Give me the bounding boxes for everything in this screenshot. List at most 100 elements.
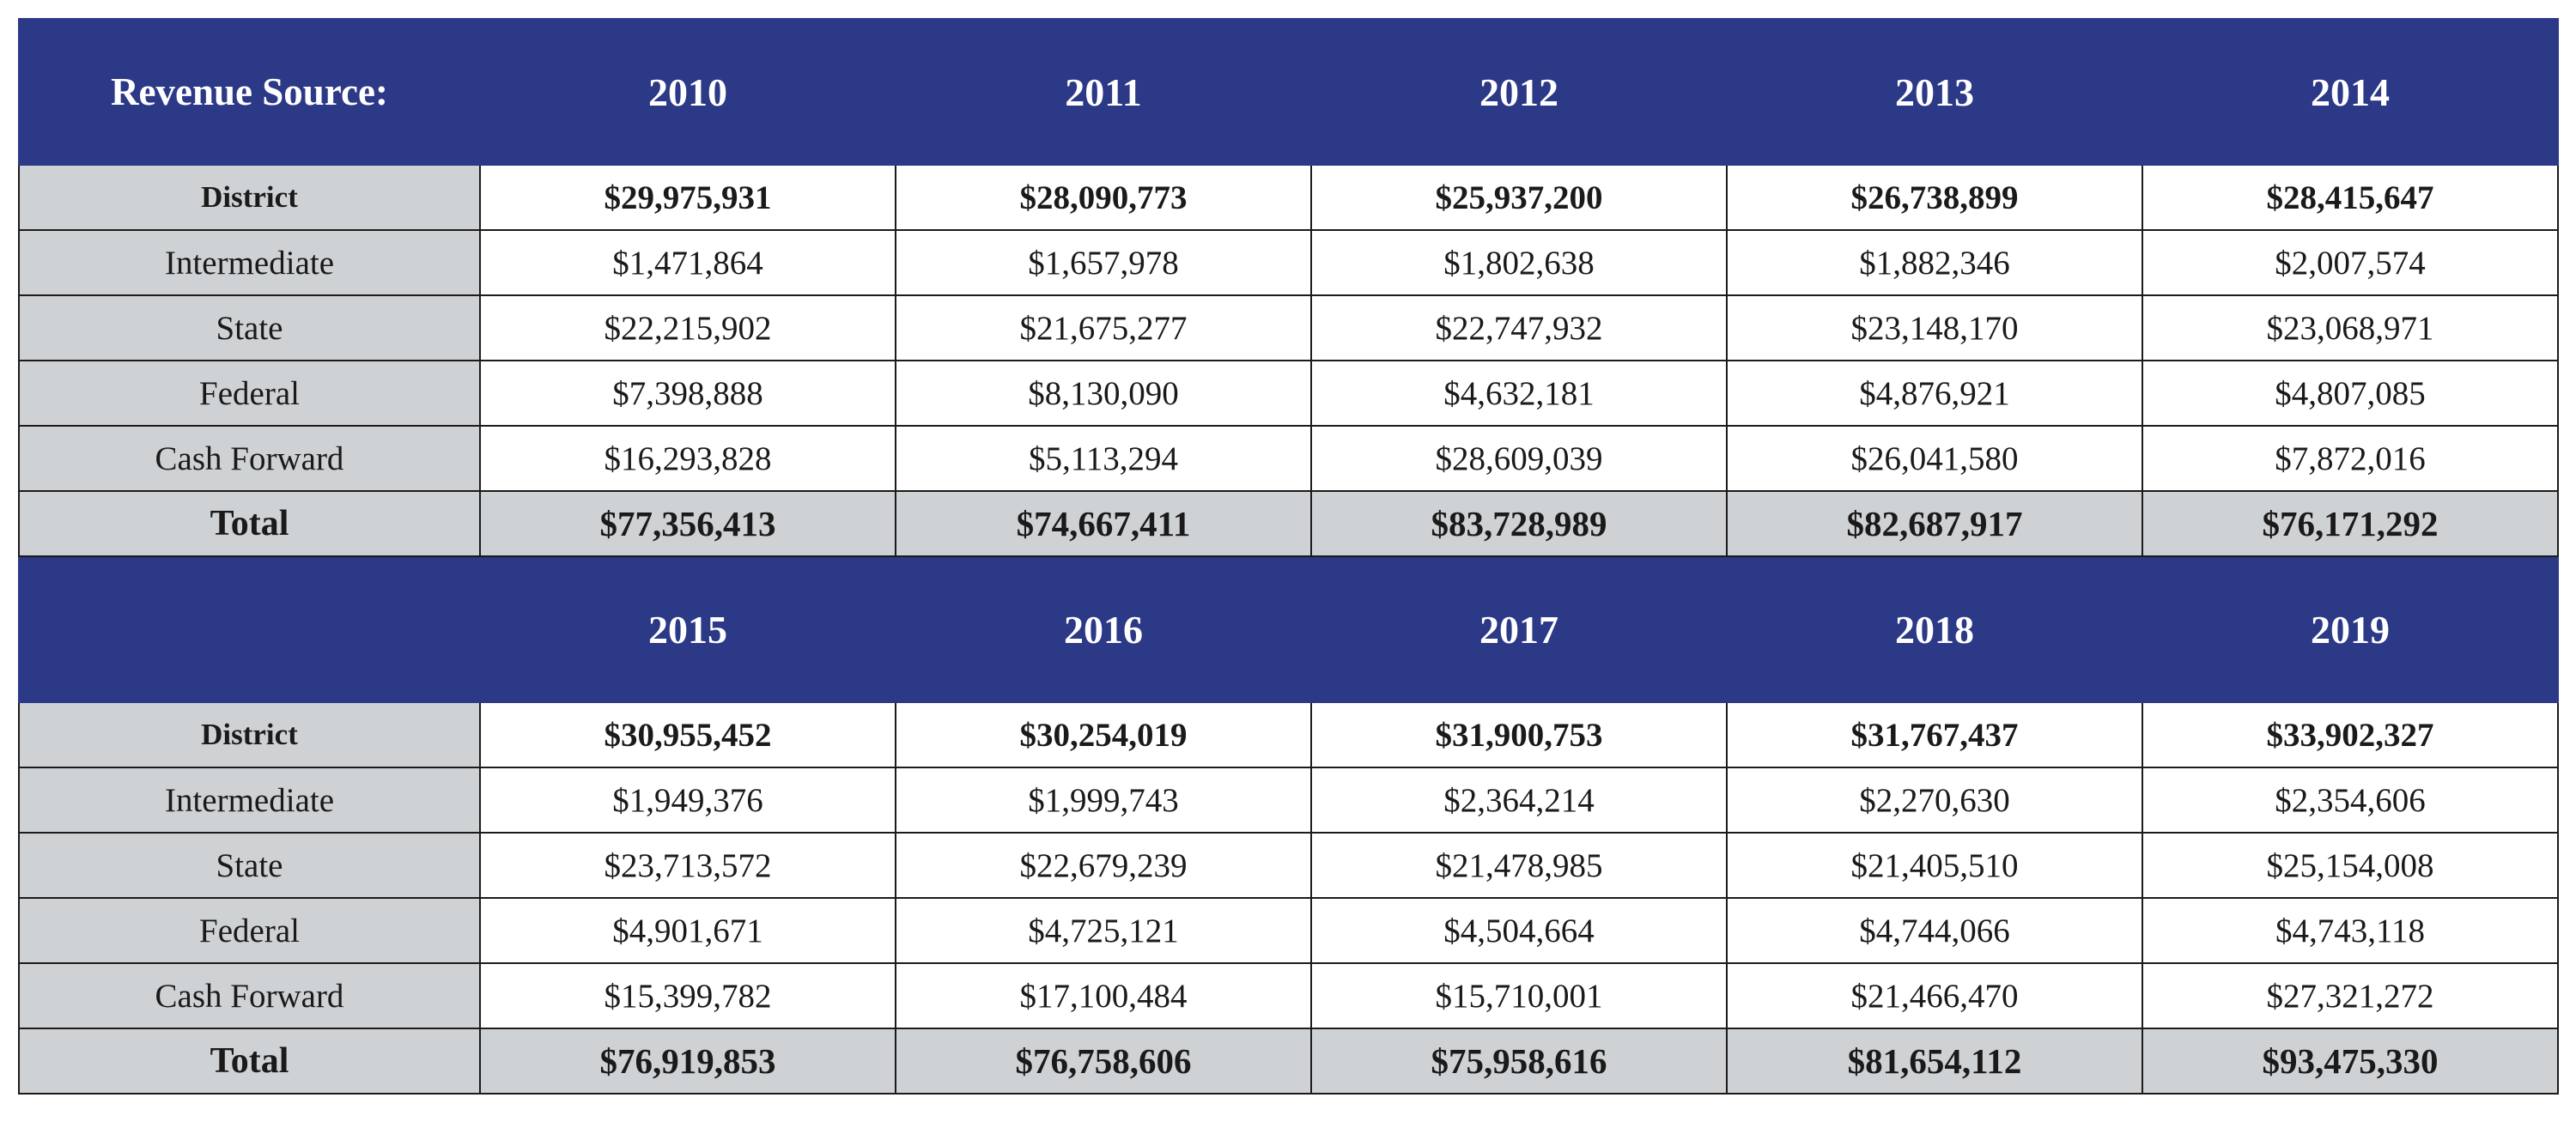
- row-label-federal: Federal: [18, 360, 481, 427]
- year-header-2017: 2017: [1310, 555, 1728, 703]
- revenue-table: Revenue Source: 2010 2011 2012 2013 2014 Distr…: [18, 18, 2559, 1095]
- value-cell-total-2014: $76,171,292: [2142, 490, 2559, 557]
- table-row-total: Total $77,356,413 $74,667,411 $83,728,989 $8…: [18, 490, 2559, 557]
- value-cell-state-2013: $23,148,170: [1726, 294, 2143, 361]
- value-cell-federal-2017: $4,504,664: [1310, 897, 1728, 964]
- value-cell-federal-2019: $4,743,118: [2142, 897, 2559, 964]
- value-cell-federal-2016: $4,725,121: [895, 897, 1312, 964]
- value-cell-total-2019: $93,475,330: [2142, 1028, 2559, 1095]
- value-cell-total-2018: $81,654,112: [1726, 1028, 2143, 1095]
- value-cell-state-2015: $23,713,572: [479, 832, 896, 899]
- value-cell-state-2017: $21,478,985: [1310, 832, 1728, 899]
- year-header-2014: 2014: [2142, 18, 2559, 166]
- year-header-2015: 2015: [479, 555, 896, 703]
- value-cell-federal-2014: $4,807,085: [2142, 360, 2559, 427]
- year-header-2011: 2011: [895, 18, 1312, 166]
- value-cell-total-2012: $83,728,989: [1310, 490, 1728, 557]
- value-cell-total-2017: $75,958,616: [1310, 1028, 1728, 1095]
- value-cell-intermediate-2017: $2,364,214: [1310, 767, 1728, 834]
- row-label-intermediate: Intermediate: [18, 229, 481, 296]
- value-cell-district-2010: $29,975,931: [479, 164, 896, 231]
- year-header-2012: 2012: [1310, 18, 1728, 166]
- year-header-row: 2015 2016 2017 2018 2019: [18, 555, 2559, 703]
- value-cell-state-2018: $21,405,510: [1726, 832, 2143, 899]
- table-row-district: District $29,975,931 $28,090,773 $25,937,20…: [18, 164, 2559, 231]
- value-cell-intermediate-2018: $2,270,630: [1726, 767, 2143, 834]
- value-cell-total-2016: $76,758,606: [895, 1028, 1312, 1095]
- table-row-cash-forward: Cash Forward $15,399,782 $17,100,484 $15,71…: [18, 962, 2559, 1029]
- row-label-cash-forward: Cash Forward: [18, 425, 481, 492]
- table-row-federal: Federal $4,901,671 $4,725,121 $4,504,664 $4,…: [18, 897, 2559, 964]
- year-header-row: Revenue Source: 2010 2011 2012 2013 2014: [18, 18, 2559, 166]
- value-cell-cash-forward-2019: $27,321,272: [2142, 962, 2559, 1029]
- row-label-cash-forward: Cash Forward: [18, 962, 481, 1029]
- value-cell-district-2017: $31,900,753: [1310, 701, 1728, 768]
- value-cell-federal-2013: $4,876,921: [1726, 360, 2143, 427]
- year-header-2019: 2019: [2142, 555, 2559, 703]
- value-cell-district-2011: $28,090,773: [895, 164, 1312, 231]
- value-cell-cash-forward-2018: $21,466,470: [1726, 962, 2143, 1029]
- value-cell-cash-forward-2015: $15,399,782: [479, 962, 896, 1029]
- value-cell-federal-2015: $4,901,671: [479, 897, 896, 964]
- value-cell-federal-2011: $8,130,090: [895, 360, 1312, 427]
- value-cell-cash-forward-2012: $28,609,039: [1310, 425, 1728, 492]
- value-cell-district-2014: $28,415,647: [2142, 164, 2559, 231]
- value-cell-state-2019: $25,154,008: [2142, 832, 2559, 899]
- value-cell-intermediate-2016: $1,999,743: [895, 767, 1312, 834]
- value-cell-federal-2018: $4,744,066: [1726, 897, 2143, 964]
- revenue-source-header: Revenue Source:: [18, 18, 481, 166]
- row-label-federal: Federal: [18, 897, 481, 964]
- value-cell-district-2015: $30,955,452: [479, 701, 896, 768]
- value-cell-cash-forward-2011: $5,113,294: [895, 425, 1312, 492]
- table-row-intermediate: Intermediate $1,471,864 $1,657,978 $1,802,6…: [18, 229, 2559, 296]
- table-row-state: State $22,215,902 $21,675,277 $22,747,932 $2…: [18, 294, 2559, 361]
- revenue-table-body: Revenue Source: 2010 2011 2012 2013 2014 Distr…: [18, 18, 2559, 1095]
- row-label-district: District: [18, 701, 481, 768]
- value-cell-federal-2010: $7,398,888: [479, 360, 896, 427]
- value-cell-total-2011: $74,667,411: [895, 490, 1312, 557]
- value-cell-district-2018: $31,767,437: [1726, 701, 2143, 768]
- value-cell-total-2015: $76,919,853: [479, 1028, 896, 1095]
- value-cell-intermediate-2011: $1,657,978: [895, 229, 1312, 296]
- table-row-intermediate: Intermediate $1,949,376 $1,999,743 $2,364,2…: [18, 767, 2559, 834]
- value-cell-total-2010: $77,356,413: [479, 490, 896, 557]
- table-row-federal: Federal $7,398,888 $8,130,090 $4,632,181 $4,…: [18, 360, 2559, 427]
- year-header-2016: 2016: [895, 555, 1312, 703]
- row-label-total: Total: [18, 1028, 481, 1095]
- row-label-state: State: [18, 832, 481, 899]
- year-header-2010: 2010: [479, 18, 896, 166]
- value-cell-cash-forward-2017: $15,710,001: [1310, 962, 1728, 1029]
- value-cell-state-2014: $23,068,971: [2142, 294, 2559, 361]
- value-cell-intermediate-2013: $1,882,346: [1726, 229, 2143, 296]
- value-cell-intermediate-2019: $2,354,606: [2142, 767, 2559, 834]
- table-row-total: Total $76,919,853 $76,758,606 $75,958,616 $8…: [18, 1028, 2559, 1095]
- value-cell-district-2013: $26,738,899: [1726, 164, 2143, 231]
- value-cell-federal-2012: $4,632,181: [1310, 360, 1728, 427]
- value-cell-intermediate-2015: $1,949,376: [479, 767, 896, 834]
- value-cell-state-2010: $22,215,902: [479, 294, 896, 361]
- year-header-2018: 2018: [1726, 555, 2143, 703]
- row-label-state: State: [18, 294, 481, 361]
- table-row-district: District $30,955,452 $30,254,019 $31,900,75…: [18, 701, 2559, 768]
- value-cell-intermediate-2012: $1,802,638: [1310, 229, 1728, 296]
- year-header-2013: 2013: [1726, 18, 2143, 166]
- value-cell-total-2013: $82,687,917: [1726, 490, 2143, 557]
- value-cell-cash-forward-2013: $26,041,580: [1726, 425, 2143, 492]
- table-row-cash-forward: Cash Forward $16,293,828 $5,113,294 $28,609…: [18, 425, 2559, 492]
- row-label-total: Total: [18, 490, 481, 557]
- value-cell-state-2016: $22,679,239: [895, 832, 1312, 899]
- value-cell-state-2011: $21,675,277: [895, 294, 1312, 361]
- value-cell-district-2019: $33,902,327: [2142, 701, 2559, 768]
- revenue-source-header: [18, 555, 481, 703]
- value-cell-cash-forward-2014: $7,872,016: [2142, 425, 2559, 492]
- value-cell-district-2016: $30,254,019: [895, 701, 1312, 768]
- value-cell-intermediate-2010: $1,471,864: [479, 229, 896, 296]
- value-cell-intermediate-2014: $2,007,574: [2142, 229, 2559, 296]
- row-label-district: District: [18, 164, 481, 231]
- value-cell-district-2012: $25,937,200: [1310, 164, 1728, 231]
- value-cell-cash-forward-2010: $16,293,828: [479, 425, 896, 492]
- value-cell-cash-forward-2016: $17,100,484: [895, 962, 1312, 1029]
- table-row-state: State $23,713,572 $22,679,239 $21,478,985 $2…: [18, 832, 2559, 899]
- value-cell-state-2012: $22,747,932: [1310, 294, 1728, 361]
- row-label-intermediate: Intermediate: [18, 767, 481, 834]
